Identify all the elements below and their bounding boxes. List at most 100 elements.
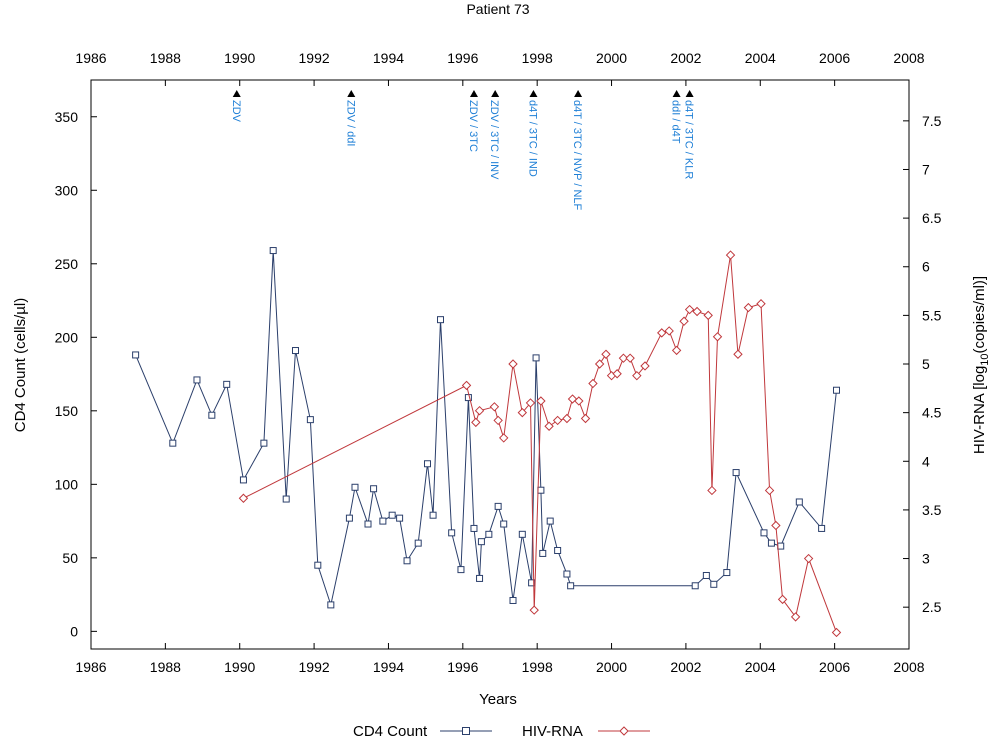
x-tick-label-top: 1988 [150, 50, 181, 66]
x-axis-bottom: 1986 1988 1990 1992 1994 1996 1998 2000 2002 2004… [75, 643, 925, 675]
y-left-tick-label: 350 [55, 109, 79, 125]
cd4-count-point [494, 502, 502, 510]
cd4-count-point [193, 376, 201, 384]
hiv-rna-point [684, 304, 695, 315]
hiv-rna-point [764, 485, 775, 496]
hiv-rna-point [594, 359, 605, 369]
y-left-tick-label: 100 [55, 476, 79, 492]
y-right-tick-label: 4 [922, 453, 930, 469]
cd4-count-point [169, 439, 177, 447]
y-right-tick-label: 6 [922, 259, 930, 275]
cd4-count-point [364, 520, 372, 528]
cd4-count-point [509, 596, 517, 604]
y-right-tick-label: 2.5 [922, 599, 942, 615]
therapy-label: d4T / 3TC / KLR [683, 100, 695, 179]
cd4-count-point [563, 570, 571, 578]
cd4-count-point [518, 530, 526, 538]
cd4-count-point [223, 380, 231, 388]
x-tick-label-top: 1996 [447, 50, 478, 66]
y-right-tick-label: 4.5 [922, 405, 942, 421]
cd4-count-point [567, 582, 575, 590]
y-axis-right: 2.5 3 3.5 4 4.5 5 5.5 6 6.5 7 7.5 [903, 113, 942, 615]
y-right-tick-label: 7 [922, 161, 930, 177]
hiv-rna-point [777, 594, 788, 605]
hiv-rna-point [712, 332, 723, 342]
cd4-count-point [539, 549, 547, 557]
legend: CD4 Count HIV-RNA [353, 723, 650, 740]
hiv-rna-point [664, 326, 674, 336]
x-tick-label: 2006 [819, 659, 850, 675]
x-tick-label: 1996 [447, 659, 478, 675]
therapy-label: ZDV / 3TC / INV [488, 100, 500, 180]
y-axis-right-label-subscript: 10 [979, 353, 991, 365]
x-tick-label: 1994 [373, 659, 404, 675]
cd4-count-point [532, 354, 540, 362]
hiv-rna-point [625, 353, 635, 363]
cd4-count-point [500, 520, 508, 528]
hiv-rna-point [790, 612, 801, 622]
hiv-rna-point [238, 493, 249, 503]
cd4-count-point [429, 511, 437, 519]
y-right-tick-label: 3.5 [922, 502, 942, 518]
x-tick-label: 2002 [670, 659, 701, 675]
cd4-count-point [767, 539, 775, 547]
legend-marker-cd4 [462, 727, 470, 735]
hiv-rna-point [552, 415, 563, 426]
x-tick-label: 1992 [299, 659, 330, 675]
cd4-count-point [132, 351, 140, 359]
x-tick-label-top: 1994 [373, 50, 404, 66]
cd4-count-point [832, 386, 840, 394]
hiv-rna-point [562, 413, 572, 424]
cd4-count-point [379, 517, 387, 525]
cd4-count-point [269, 247, 277, 255]
hiv-rna-line [243, 255, 837, 633]
therapy-annotations: ZDV ZDV / ddI ZDV / 3TC ZDV / 3TC / INV d4T … [230, 90, 695, 211]
therapy-marker [574, 90, 583, 97]
y-axis-left: 0 50 100 150 200 250 300 350 [55, 109, 97, 639]
y-left-tick-label: 250 [55, 256, 79, 272]
hiv-rna-point [474, 405, 485, 416]
x-tick-label: 1986 [75, 659, 106, 675]
hiv-rna-point [803, 553, 814, 564]
therapy-label: ZDV / ddI [344, 100, 356, 146]
cd4-count-point [723, 569, 731, 577]
cd4-count-point [437, 316, 445, 324]
therapy-label: ZDV / 3TC [467, 100, 479, 152]
y-right-tick-label: 6.5 [922, 210, 942, 226]
hiv-rna-point [743, 302, 754, 313]
hiv-rna-point [525, 398, 536, 408]
cd4-count-point [795, 498, 803, 506]
therapy-marker [685, 90, 694, 97]
cd4-count-point [208, 411, 216, 419]
hiv-rna-point [461, 380, 472, 391]
x-tick-label-top: 2004 [745, 50, 776, 66]
hiv-rna-point [471, 417, 481, 428]
hiv-rna-point [733, 349, 743, 359]
hiv-rna-point [707, 485, 717, 496]
cd4-count-point [691, 582, 699, 590]
hiv-rna-point [489, 402, 500, 412]
chart-title: Patient 73 [466, 1, 529, 17]
hiv-rna-point [703, 310, 713, 321]
hiv-rna-point [499, 433, 509, 443]
y-right-tick-label: 5.5 [922, 307, 942, 323]
cd4-count-point [403, 557, 411, 565]
cd4-count-point [370, 485, 378, 493]
cd4-count-point [554, 546, 562, 554]
cd4-count-point [314, 561, 322, 569]
y-left-tick-label: 50 [62, 550, 78, 566]
cd4-count-point [777, 542, 785, 550]
therapy-label: d4T / 3TC / NVP / NLF [571, 100, 583, 211]
cd4-count-point [477, 538, 485, 546]
cd4-count-point [732, 469, 740, 477]
cd4-count-line [135, 250, 837, 607]
series-layer [132, 247, 842, 638]
cd4-count-point [485, 530, 493, 538]
y-axis-left-label: CD4 Count (cells/µl) [12, 298, 29, 433]
hiv-rna-point [671, 345, 682, 356]
hiv-rna-point [657, 328, 667, 338]
therapy-label: ZDV [230, 100, 242, 123]
cd4-count-point [327, 601, 335, 609]
cd4-count-point [306, 416, 314, 424]
